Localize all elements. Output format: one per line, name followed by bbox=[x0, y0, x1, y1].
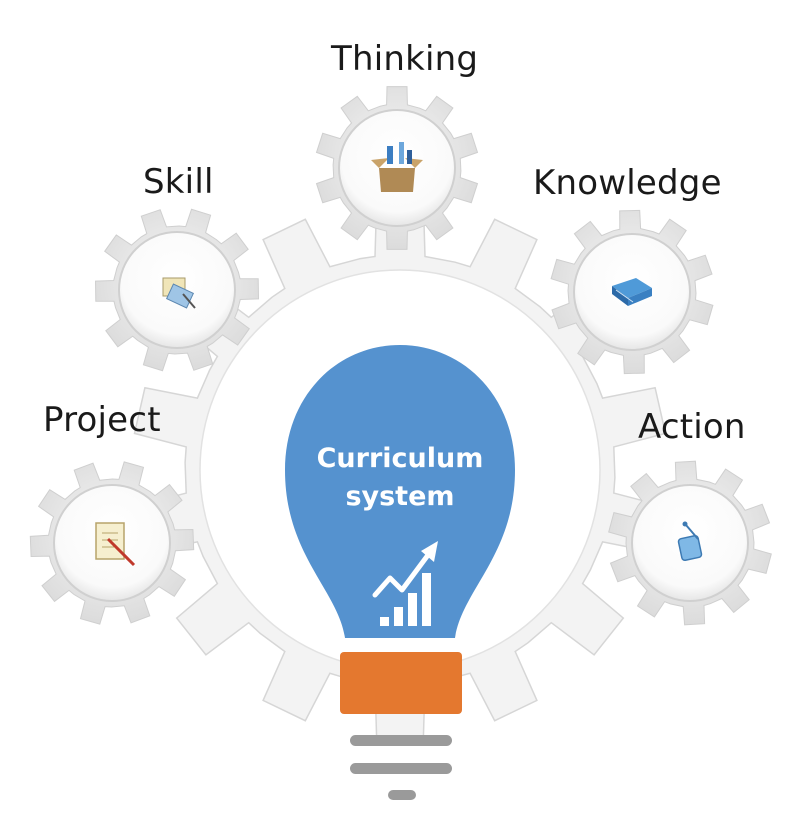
bulb-glass bbox=[285, 345, 515, 638]
document-pen-icon bbox=[95, 522, 136, 567]
bulb-base bbox=[340, 652, 462, 714]
label-thinking: Thinking bbox=[331, 39, 479, 79]
toolbox-icon bbox=[371, 142, 423, 192]
gear-thinking bbox=[315, 86, 479, 250]
label-knowledge: Knowledge bbox=[533, 163, 722, 203]
tablet-stylus-icon bbox=[677, 521, 703, 562]
notepad-pen-icon bbox=[162, 277, 196, 309]
label-skill: Skill bbox=[143, 162, 214, 202]
gear-knowledge bbox=[550, 209, 714, 375]
label-action: Action bbox=[638, 407, 746, 447]
bulb-thread-1 bbox=[350, 735, 452, 746]
bulb-thread-2 bbox=[350, 763, 452, 774]
bulb-tip bbox=[388, 790, 416, 800]
center-title-line2: system bbox=[345, 481, 455, 512]
gear-project bbox=[29, 461, 195, 625]
rising-bar-chart-icon bbox=[372, 541, 438, 626]
books-icon bbox=[612, 278, 652, 306]
center-title-line1: Curriculum bbox=[316, 443, 484, 474]
label-project: Project bbox=[43, 400, 161, 440]
gear-skill bbox=[94, 208, 260, 372]
gear-action bbox=[608, 460, 772, 626]
